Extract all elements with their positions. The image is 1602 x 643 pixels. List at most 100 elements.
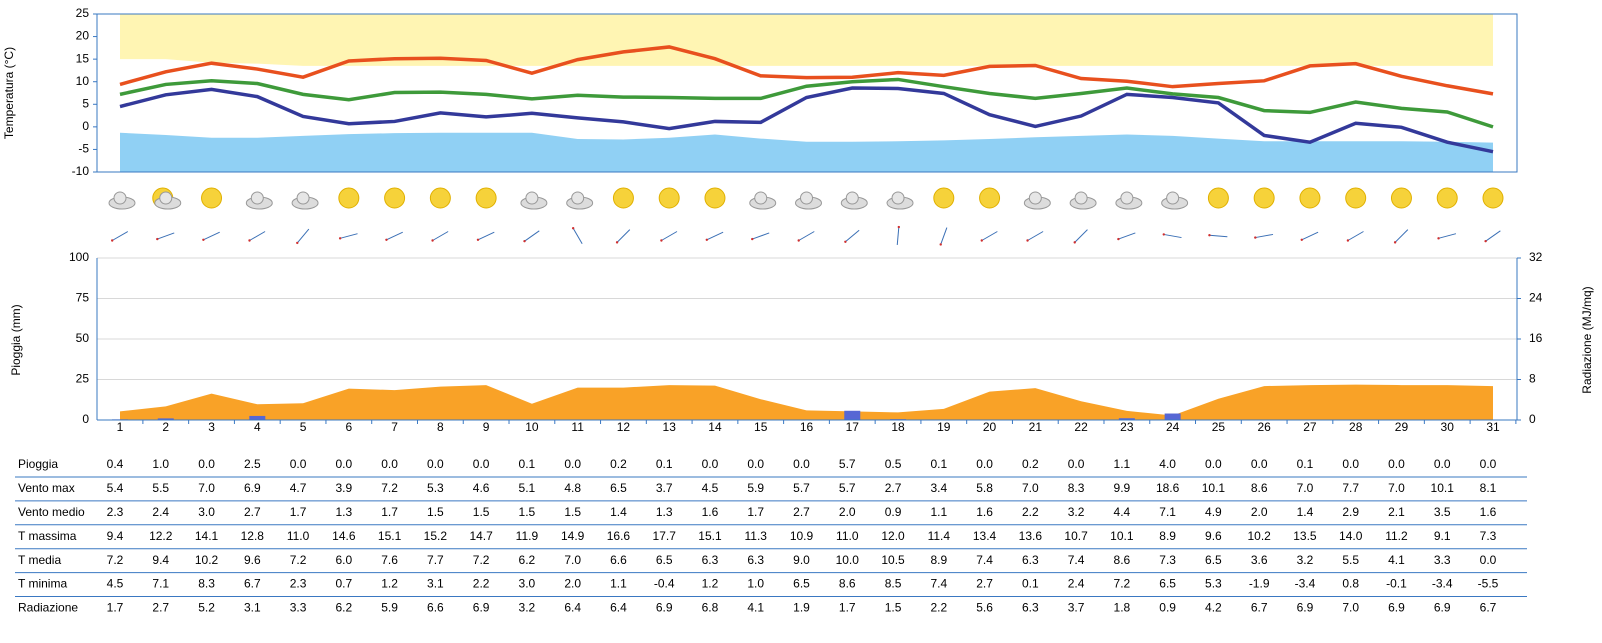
cell: 8.9 bbox=[1159, 529, 1176, 543]
wind-arrow bbox=[941, 228, 947, 245]
y-tick-label: 15 bbox=[76, 51, 90, 65]
wind-head bbox=[431, 239, 433, 241]
cloud-icon bbox=[297, 192, 309, 204]
wind-arrow bbox=[1439, 234, 1456, 239]
cell: 1.4 bbox=[1297, 505, 1314, 519]
x-tick-label: 20 bbox=[983, 420, 997, 434]
cell: 5.2 bbox=[198, 601, 215, 615]
cell: 5.5 bbox=[1342, 553, 1359, 567]
cell: 10.1 bbox=[1431, 481, 1455, 495]
cell: 12.8 bbox=[241, 529, 265, 543]
cell: 4.4 bbox=[1114, 505, 1131, 519]
wind-head bbox=[981, 239, 983, 241]
cell: 12.0 bbox=[881, 529, 905, 543]
cell: 2.9 bbox=[1342, 505, 1359, 519]
cell: 6.3 bbox=[702, 553, 719, 567]
wind-head bbox=[660, 239, 662, 241]
wind-head bbox=[1163, 233, 1165, 235]
wind-arrow bbox=[661, 232, 677, 241]
wind-head bbox=[798, 239, 800, 241]
cell: 1.4 bbox=[610, 505, 627, 519]
x-tick-label: 17 bbox=[846, 420, 860, 434]
cell: 18.6 bbox=[1156, 481, 1180, 495]
x-tick-label: 14 bbox=[708, 420, 722, 434]
x-tick-label: 29 bbox=[1395, 420, 1409, 434]
cell: 4.5 bbox=[702, 481, 719, 495]
wind-arrow bbox=[752, 233, 769, 239]
wind-head bbox=[616, 241, 618, 243]
cell: 1.6 bbox=[1480, 505, 1497, 519]
cell: 11.3 bbox=[744, 529, 767, 543]
cell: 11.0 bbox=[836, 529, 859, 543]
wind-head bbox=[1074, 241, 1076, 243]
wind-arrow bbox=[1395, 230, 1408, 243]
wind-arrow bbox=[1486, 231, 1501, 241]
cell: 14.0 bbox=[1339, 529, 1363, 543]
cell: 3.3 bbox=[290, 601, 307, 615]
sun-icon bbox=[1254, 188, 1274, 208]
wind-head bbox=[339, 237, 341, 239]
cell: 0.0 bbox=[976, 457, 993, 471]
wind-head bbox=[1347, 239, 1349, 241]
cell: 0.1 bbox=[1297, 457, 1314, 471]
cell: 2.3 bbox=[107, 505, 124, 519]
y-tick-label: -5 bbox=[78, 142, 89, 156]
area bbox=[120, 385, 1493, 420]
cell: 1.2 bbox=[702, 577, 719, 591]
cell: 7.7 bbox=[1342, 481, 1359, 495]
cell: 5.7 bbox=[793, 481, 810, 495]
cell: 0.9 bbox=[1159, 601, 1176, 615]
cell: 6.3 bbox=[1022, 601, 1039, 615]
cell: 2.7 bbox=[976, 577, 993, 591]
cell: 6.6 bbox=[427, 601, 444, 615]
wind-arrow bbox=[1348, 232, 1364, 241]
wind-arrow bbox=[340, 234, 357, 239]
cell: 9.0 bbox=[793, 553, 810, 567]
cell: 0.0 bbox=[1434, 457, 1451, 471]
cell: 13.6 bbox=[1019, 529, 1043, 543]
cell: 6.7 bbox=[1251, 601, 1268, 615]
cell: 0.0 bbox=[427, 457, 444, 471]
cell: 14.7 bbox=[469, 529, 493, 543]
cell: 17.7 bbox=[653, 529, 677, 543]
cell: 0.0 bbox=[1251, 457, 1268, 471]
cell: 4.7 bbox=[290, 481, 307, 495]
cell: 0.1 bbox=[656, 457, 673, 471]
cell: 10.2 bbox=[195, 553, 219, 567]
cell: 14.1 bbox=[195, 529, 219, 543]
cloud-icon bbox=[1167, 192, 1179, 204]
x-tick-label: 23 bbox=[1120, 420, 1134, 434]
x-tick-label: 24 bbox=[1166, 420, 1180, 434]
cell: 11.2 bbox=[1385, 529, 1408, 543]
wind-arrow bbox=[1255, 234, 1273, 237]
wind-head bbox=[751, 238, 753, 240]
row-label: Radiazione bbox=[18, 601, 78, 615]
y-axis-label: Temperatura (°C) bbox=[2, 47, 16, 139]
wind-arrow bbox=[525, 231, 540, 241]
cell: 3.4 bbox=[930, 481, 947, 495]
cell: 5.8 bbox=[976, 481, 993, 495]
wind-arrow bbox=[845, 230, 859, 242]
cell: 4.5 bbox=[107, 577, 124, 591]
band bbox=[120, 14, 1493, 66]
cell: 7.0 bbox=[1022, 481, 1039, 495]
cell: 1.8 bbox=[1114, 601, 1131, 615]
cell: 0.0 bbox=[1068, 457, 1085, 471]
y2-tick-label: 24 bbox=[1529, 291, 1543, 305]
cell: 15.1 bbox=[698, 529, 722, 543]
cell: 3.1 bbox=[427, 577, 444, 591]
y2-tick-label: 16 bbox=[1529, 331, 1543, 345]
wind-head bbox=[477, 239, 479, 241]
wind-head bbox=[706, 239, 708, 241]
cell: 8.3 bbox=[198, 577, 215, 591]
cell: 16.6 bbox=[607, 529, 631, 543]
x-tick-label: 22 bbox=[1074, 420, 1088, 434]
x-tick-label: 30 bbox=[1441, 420, 1455, 434]
cell: 8.9 bbox=[930, 553, 947, 567]
sun-icon bbox=[1346, 188, 1366, 208]
cell: 7.1 bbox=[152, 577, 169, 591]
cell: 14.6 bbox=[332, 529, 356, 543]
cell: 5.7 bbox=[839, 481, 856, 495]
cell: 2.4 bbox=[152, 505, 169, 519]
cell: 3.2 bbox=[1297, 553, 1314, 567]
